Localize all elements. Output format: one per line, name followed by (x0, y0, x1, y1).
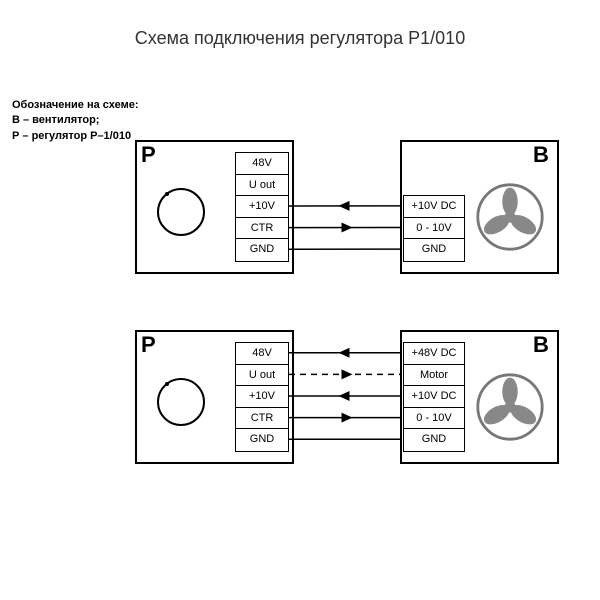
fan-label: B (533, 332, 549, 358)
regulator-label: P (141, 142, 156, 168)
legend-block: Обозначение на схеме: В – вентилятор; Р … (12, 98, 139, 144)
fan-terminals: +10V DC0 - 10VGND (403, 195, 465, 262)
terminal-GND: GND (236, 429, 288, 451)
wiring-diagram-1: P48VU out+10VCTRGNDB +10V DC0 - 10VGND (0, 140, 600, 300)
regulator-terminals: 48VU out+10VCTRGND (235, 152, 289, 262)
terminal-CTR: CTR (236, 218, 288, 240)
knob-icon (157, 188, 205, 236)
terminal-+10V-DC: +10V DC (404, 196, 464, 218)
terminal-+10V: +10V (236, 386, 288, 408)
terminal-+48V-DC: +48V DC (404, 343, 464, 365)
terminal-Motor: Motor (404, 365, 464, 387)
terminal-GND: GND (236, 239, 288, 261)
regulator-terminals: 48VU out+10VCTRGND (235, 342, 289, 452)
fan-terminals: +48V DCMotor+10V DC0 - 10VGND (403, 342, 465, 452)
terminal-GND: GND (404, 429, 464, 451)
fan-icon (475, 372, 545, 442)
terminal-48V: 48V (236, 343, 288, 365)
legend-heading: Обозначение на схеме: (12, 98, 139, 113)
terminal-48V: 48V (236, 153, 288, 175)
terminal-GND: GND (404, 239, 464, 261)
terminal-U-out: U out (236, 365, 288, 387)
terminal-+10V: +10V (236, 196, 288, 218)
fan-icon (475, 182, 545, 252)
terminal-U-out: U out (236, 175, 288, 197)
terminal-0---10V: 0 - 10V (404, 408, 464, 430)
wiring-diagram-2: P48VU out+10VCTRGNDB +48V DCMotor+10V DC… (0, 330, 600, 490)
legend-line-1: В – вентилятор; (12, 113, 139, 128)
page-title: Схема подключения регулятора P1/010 (0, 0, 600, 49)
knob-icon (157, 378, 205, 426)
terminal-CTR: CTR (236, 408, 288, 430)
regulator-label: P (141, 332, 156, 358)
fan-label: B (533, 142, 549, 168)
terminal-0---10V: 0 - 10V (404, 218, 464, 240)
terminal-+10V-DC: +10V DC (404, 386, 464, 408)
